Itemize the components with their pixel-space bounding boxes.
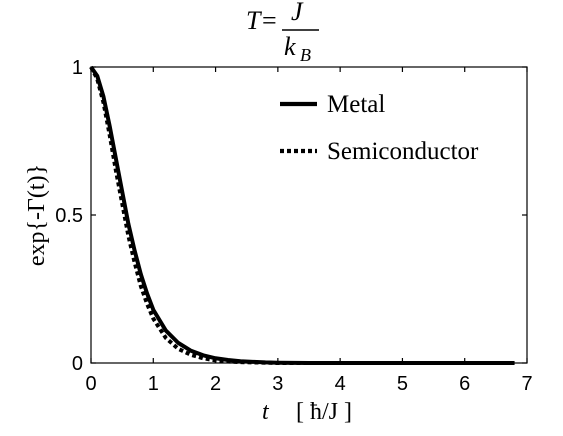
x-axis-label-var: t xyxy=(262,399,270,425)
y-tick-label-1: 0.5 xyxy=(55,205,83,227)
x-axis-label-units: [ ħ/J ] xyxy=(296,399,352,425)
title-denominator: k xyxy=(284,32,296,61)
legend: Metal Semiconductor xyxy=(280,91,479,165)
x-axis-label: t [ ħ/J ] xyxy=(262,399,352,425)
title-numerator: J xyxy=(291,0,304,26)
x-tick-label-7: 7 xyxy=(521,373,532,395)
x-tick-label-0: 0 xyxy=(85,373,96,395)
series-line-semiconductor xyxy=(89,66,515,365)
x-tick-labels: 0 1 2 3 4 5 6 7 xyxy=(85,373,532,395)
y-tick-label-0: 0 xyxy=(72,353,83,375)
y-axis-label: exp{-Γ(t)} xyxy=(24,164,50,266)
x-tick-label-4: 4 xyxy=(335,373,346,395)
x-tick-label-2: 2 xyxy=(210,373,221,395)
legend-label-metal: Metal xyxy=(327,91,385,118)
title-lhs: T xyxy=(246,6,262,35)
y-tick-label-2: 1 xyxy=(72,57,83,79)
x-tick-label-5: 5 xyxy=(397,373,408,395)
title-equals: = xyxy=(262,6,277,35)
x-tick-label-6: 6 xyxy=(459,373,470,395)
chart-title: T = J k B xyxy=(246,0,319,65)
title-denominator-subscript: B xyxy=(300,45,311,65)
x-tick-label-3: 3 xyxy=(272,373,283,395)
series-group xyxy=(89,65,515,365)
legend-label-semiconductor: Semiconductor xyxy=(327,138,479,165)
x-tick-label-1: 1 xyxy=(148,373,159,395)
y-tick-labels: 00.51 xyxy=(55,57,83,375)
